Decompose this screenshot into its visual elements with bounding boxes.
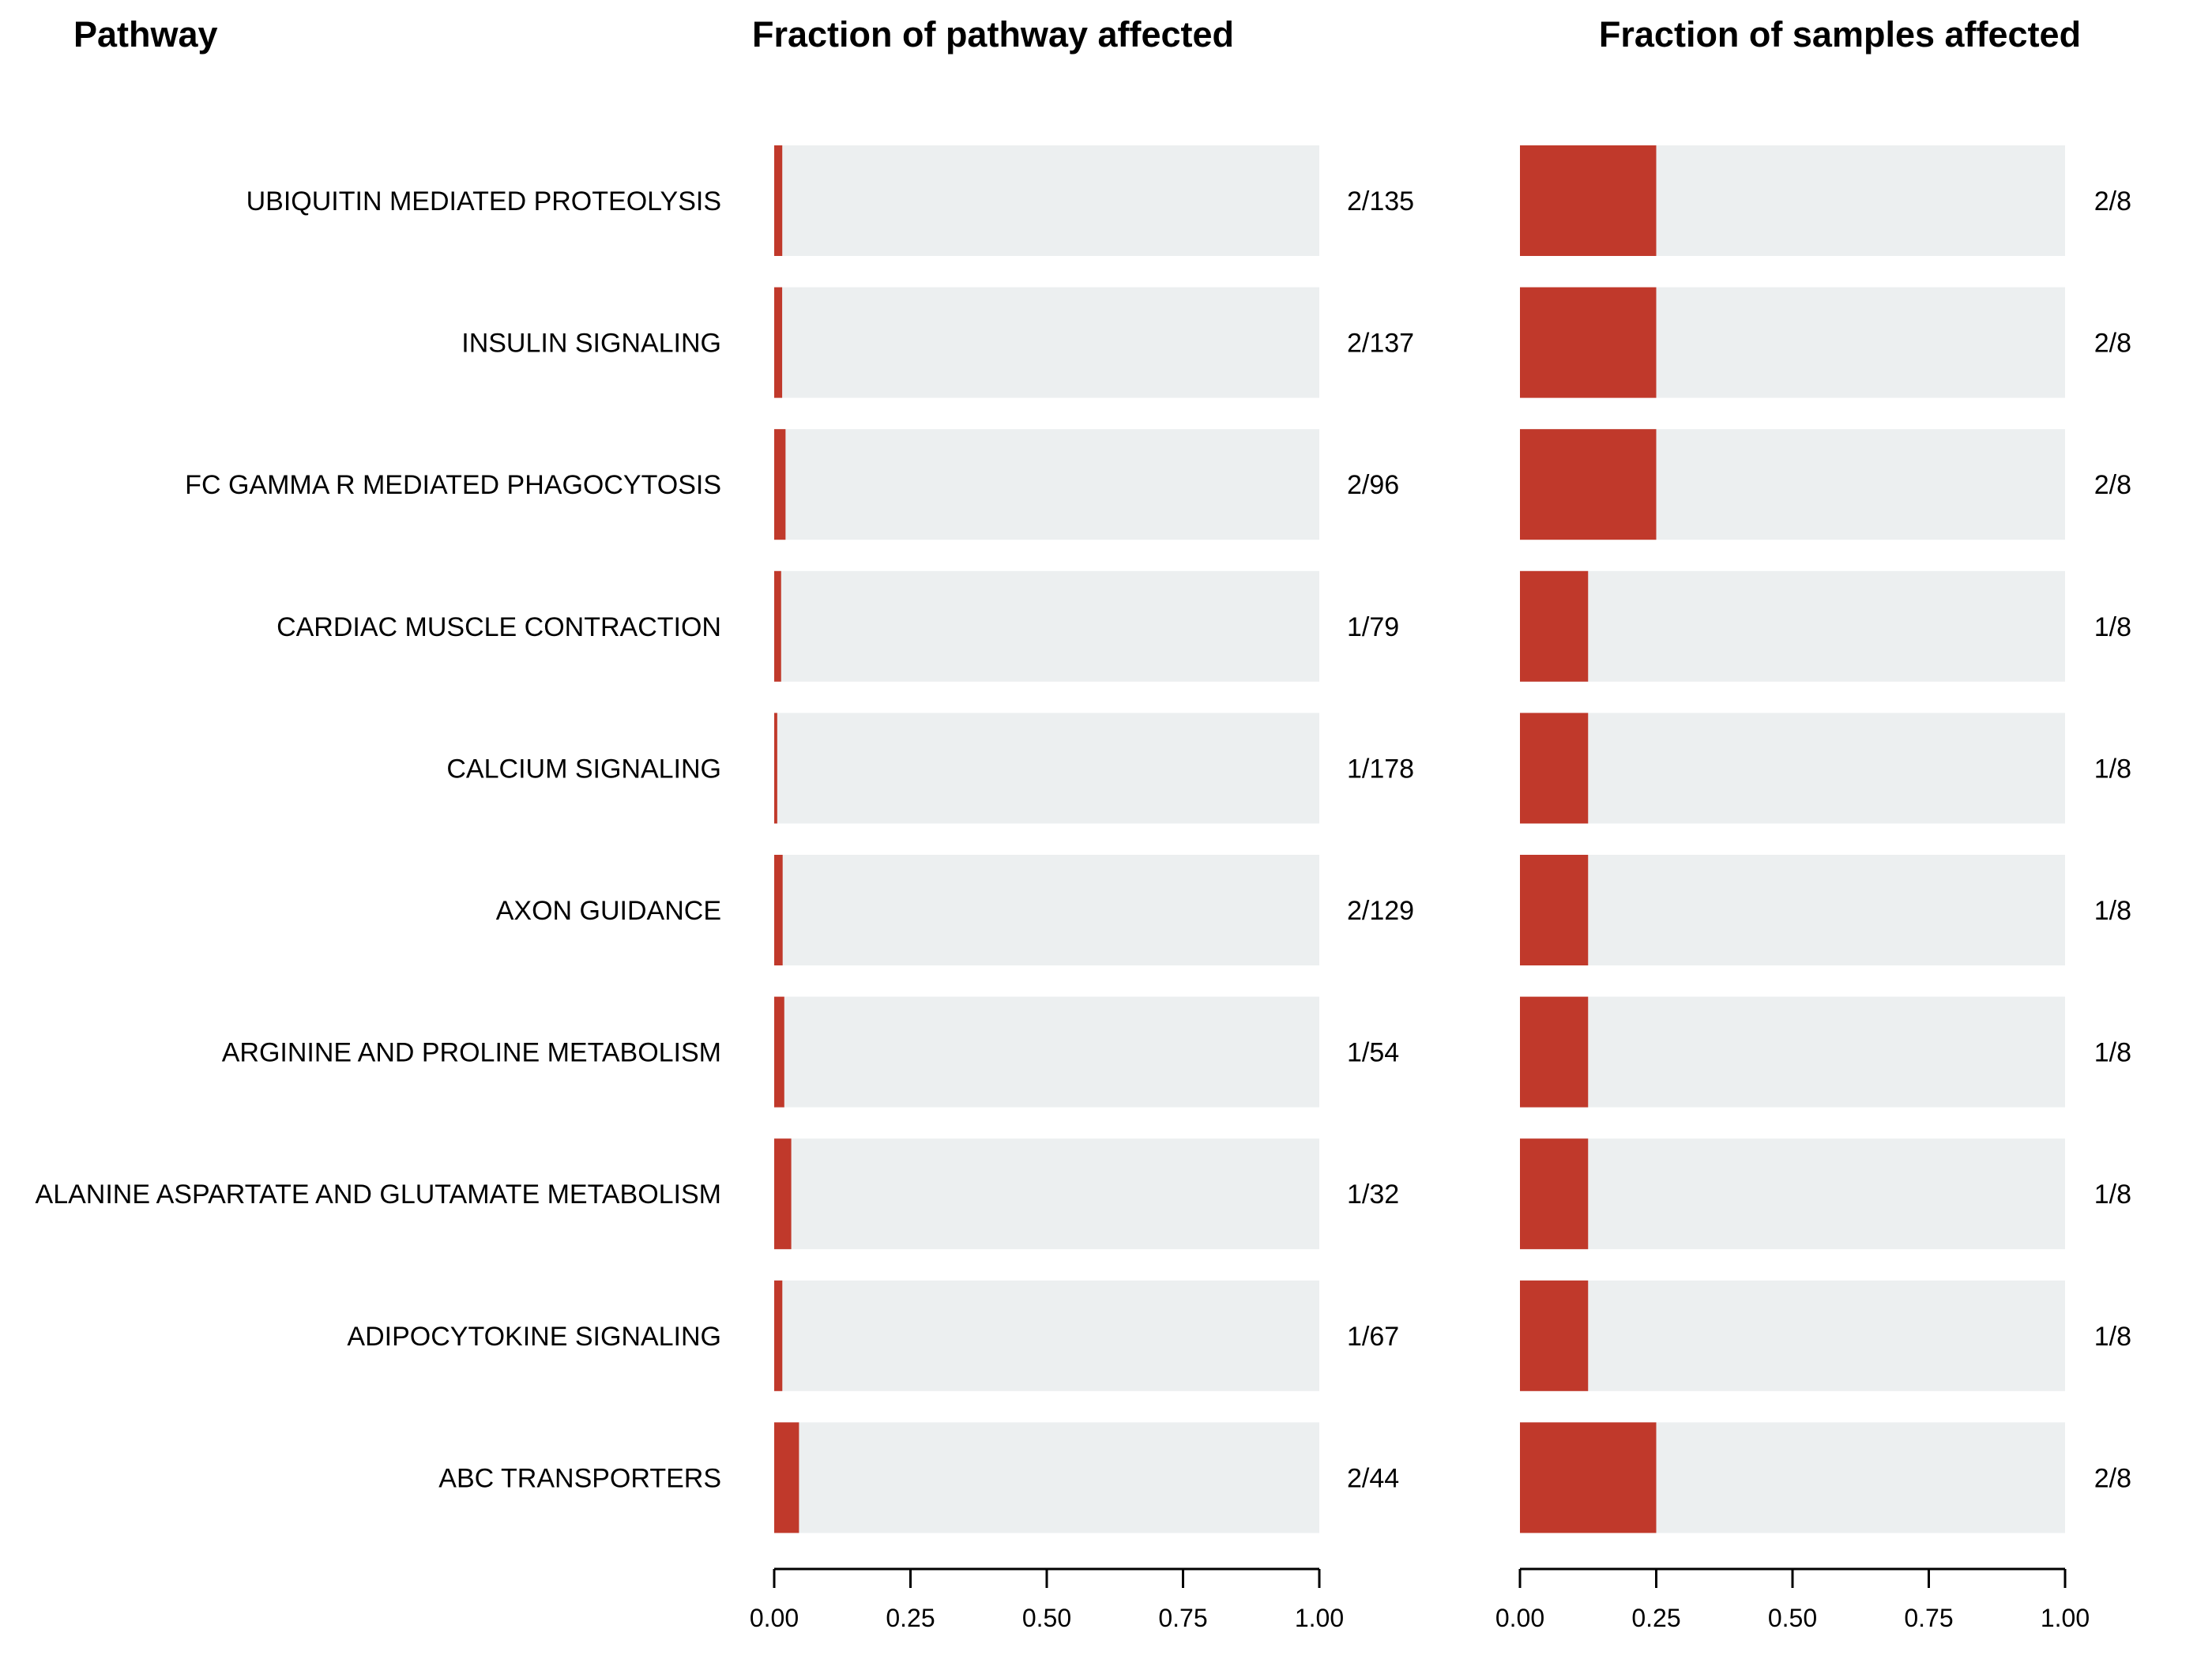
pathway-label: FC GAMMA R MEDIATED PHAGOCYTOSIS	[185, 470, 721, 500]
bar-background	[1520, 996, 2065, 1108]
bar-background	[774, 570, 1319, 682]
bar-background	[774, 1280, 1319, 1391]
bar-affected	[774, 1422, 799, 1533]
bar-affected	[1520, 1422, 1657, 1533]
rows-group: UBIQUITIN MEDIATED PROTEOLYSIS 2/135 2/8 IN…	[36, 145, 2131, 1533]
count-label: 2/8	[2094, 186, 2131, 216]
pathway-label: ARGININE AND PROLINE METABOLISM	[222, 1038, 721, 1068]
bar-background	[774, 713, 1319, 824]
bar-affected	[1520, 1138, 1589, 1250]
count-label: 1/178	[1347, 754, 1414, 784]
x-tick-label: 1.00	[1295, 1604, 1344, 1632]
x-tick-label: 0.00	[1495, 1604, 1544, 1632]
count-label: 2/129	[1347, 896, 1414, 926]
count-label: 1/54	[1347, 1038, 1399, 1068]
bar-affected	[774, 429, 786, 540]
x-tick-label: 0.50	[1768, 1604, 1817, 1632]
bar-background	[774, 287, 1319, 398]
x-tick-label: 0.25	[886, 1604, 935, 1632]
count-label: 1/8	[2094, 1180, 2131, 1210]
bar-background	[1520, 570, 2065, 682]
count-label: 2/137	[1347, 329, 1414, 359]
count-label: 2/8	[2094, 1463, 2131, 1493]
bar-affected	[774, 855, 783, 965]
bar-affected	[1520, 1280, 1589, 1391]
bar-background	[774, 1138, 1319, 1250]
header-pathway: Pathway	[73, 14, 218, 55]
count-label: 1/8	[2094, 896, 2131, 926]
count-label: 1/8	[2094, 1038, 2131, 1068]
bar-affected	[774, 996, 784, 1108]
bar-affected	[774, 570, 781, 682]
count-label: 2/44	[1347, 1463, 1399, 1493]
x-tick-label: 0.00	[750, 1604, 799, 1632]
bar-affected	[1520, 145, 1657, 256]
bar-background	[774, 855, 1319, 965]
count-label: 1/32	[1347, 1180, 1399, 1210]
count-label: 1/79	[1347, 612, 1399, 642]
bar-background	[1520, 1280, 2065, 1391]
bar-background	[1520, 855, 2065, 965]
pathway-label: UBIQUITIN MEDIATED PROTEOLYSIS	[246, 186, 721, 216]
pathway-label: INSULIN SIGNALING	[461, 329, 721, 359]
x-tick-label: 0.75	[1158, 1604, 1207, 1632]
header-fraction-pathway: Fraction of pathway affected	[752, 14, 1234, 55]
count-label: 2/96	[1347, 470, 1399, 500]
count-label: 1/8	[2094, 754, 2131, 784]
x-tick-label: 1.00	[2041, 1604, 2090, 1632]
count-label: 1/8	[2094, 612, 2131, 642]
bar-affected	[774, 1138, 792, 1250]
pathway-label: ABC TRANSPORTERS	[438, 1463, 721, 1493]
bar-affected	[1520, 287, 1657, 398]
pathway-label: AXON GUIDANCE	[496, 896, 721, 926]
header-fraction-samples: Fraction of samples affected	[1599, 14, 2081, 55]
bar-background	[1520, 1138, 2065, 1250]
bar-affected	[1520, 429, 1657, 540]
count-label: 2/8	[2094, 470, 2131, 500]
bar-affected	[774, 713, 777, 824]
bar-background	[774, 1422, 1319, 1533]
count-label: 1/8	[2094, 1322, 2131, 1352]
pathway-label: ADIPOCYTOKINE SIGNALING	[347, 1322, 721, 1352]
count-label: 1/67	[1347, 1322, 1399, 1352]
bar-affected	[774, 145, 783, 256]
x-tick-label: 0.75	[1904, 1604, 1953, 1632]
bar-background	[774, 145, 1319, 256]
x-tick-label: 0.25	[1631, 1604, 1680, 1632]
bar-affected	[1520, 713, 1589, 824]
bar-background	[1520, 713, 2065, 824]
axes-group: 0.00 0.25 0.50 0.75 1.00 0.00 0.25 0.50 0.75 1.00	[750, 1567, 2090, 1632]
pathway-label: CALCIUM SIGNALING	[446, 754, 721, 784]
count-label: 2/135	[1347, 186, 1414, 216]
bar-affected	[774, 287, 783, 398]
bar-background	[774, 996, 1319, 1108]
bar-affected	[1520, 855, 1589, 965]
bar-affected	[1520, 570, 1589, 682]
x-tick-label: 0.50	[1022, 1604, 1071, 1632]
bar-affected	[774, 1280, 783, 1391]
pathway-label: ALANINE ASPARTATE AND GLUTAMATE METABOLI…	[36, 1180, 721, 1210]
bar-background	[774, 429, 1319, 540]
count-label: 2/8	[2094, 329, 2131, 359]
pathway-label: CARDIAC MUSCLE CONTRACTION	[276, 612, 721, 642]
bar-affected	[1520, 996, 1589, 1108]
